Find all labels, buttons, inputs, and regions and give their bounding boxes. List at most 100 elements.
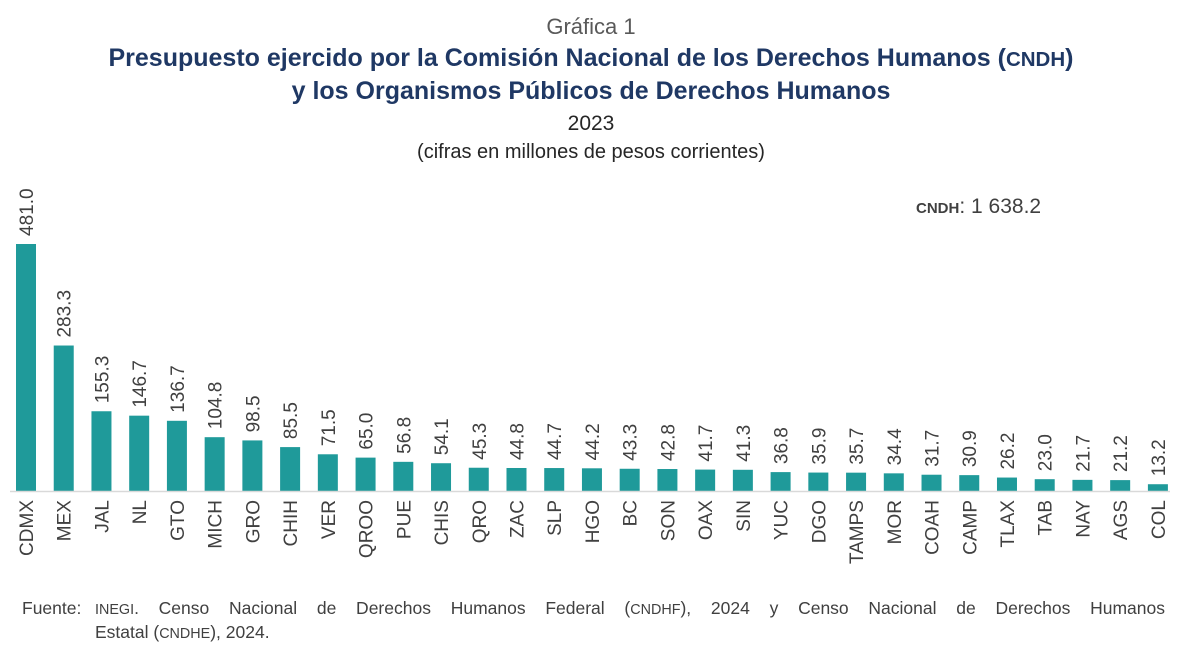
bar-col — [1147, 484, 1168, 491]
category-labels-group: CDMX MEX JAL NL GTO MICH GRO CHIH VER QROO PUE CHIS… — [17, 500, 1170, 564]
value-label: 104.8 — [206, 382, 227, 430]
value-label: 65.0 — [357, 413, 378, 450]
category-label: VER — [319, 500, 340, 539]
category-label: AGS — [1111, 500, 1132, 540]
category-label: CAMP — [960, 500, 981, 555]
category-label: NL — [130, 500, 151, 524]
value-label: 45.3 — [470, 423, 491, 460]
source-text2b: ), 2024. — [210, 622, 270, 642]
bar-chih — [280, 447, 301, 491]
category-label: QROO — [357, 500, 378, 558]
source-text1a: . Censo Nacional de Derechos Humanos Fed… — [134, 598, 631, 618]
bar-gto — [166, 420, 187, 491]
value-label: 54.1 — [432, 418, 453, 455]
value-label: 42.8 — [658, 424, 679, 461]
value-label: 13.2 — [1149, 439, 1170, 476]
bar-ver — [317, 454, 338, 491]
chart-title-line1: Presupuesto ejercido por la Comisión Nac… — [0, 44, 1182, 73]
category-label: ZAC — [507, 500, 528, 538]
bar-jal — [91, 411, 112, 491]
bar-nay — [1072, 479, 1093, 491]
category-label: BC — [621, 500, 642, 526]
value-label: 21.7 — [1073, 435, 1094, 472]
category-label: SLP — [545, 500, 566, 536]
bar-camp — [959, 475, 980, 491]
value-label: 146.7 — [130, 360, 151, 408]
bar-dgo — [808, 472, 829, 491]
category-label: MICH — [206, 500, 227, 549]
category-label: JAL — [92, 500, 113, 533]
bar-mor — [883, 473, 904, 491]
bar-yuc — [770, 472, 791, 491]
value-label: 98.5 — [243, 395, 264, 432]
bars-group — [16, 244, 1168, 491]
chart-title-line2: y los Organismos Públicos de Derechos Hu… — [291, 77, 891, 105]
bar-qroo — [355, 457, 376, 491]
bar-sin — [732, 469, 753, 491]
value-label: 36.8 — [772, 427, 793, 464]
chart-units: (cifras en millones de pesos corrientes) — [417, 141, 765, 163]
category-label: COL — [1149, 500, 1170, 539]
bar-mich — [204, 437, 225, 491]
bar-chart: 481.0 283.3 155.3 146.7 136.7 104.8 98.5 85.5 71… — [10, 188, 1170, 564]
bar-tab — [1034, 479, 1055, 491]
source-line2: Estatal (CNDHE), 2024. — [22, 621, 1165, 645]
bar-chis — [431, 463, 452, 491]
value-label: 44.8 — [507, 423, 528, 460]
bar-zac — [506, 467, 527, 491]
bar-tamps — [846, 472, 867, 491]
category-label: MEX — [55, 500, 76, 542]
bar-gro — [242, 440, 263, 491]
category-label: COAH — [923, 500, 944, 555]
category-label: PUE — [394, 500, 415, 539]
value-label: 44.2 — [583, 423, 604, 460]
value-label: 155.3 — [92, 356, 113, 404]
value-label: 23.0 — [1036, 434, 1057, 471]
value-label: 43.3 — [621, 424, 642, 461]
chart-label: Gráfica 1 — [546, 14, 636, 39]
bar-tlax — [996, 477, 1017, 491]
title-text: Presupuesto ejercido por la Comisión Nac… — [108, 44, 1006, 72]
value-labels-group: 481.0 283.3 155.3 146.7 136.7 104.8 98.5 85.5 71… — [17, 188, 1170, 476]
category-label: CHIH — [281, 500, 302, 546]
source-line1: Fuente: INEGI. Censo Nacional de Derechos… — [22, 597, 1165, 621]
value-label: 35.7 — [847, 428, 868, 465]
value-label: 41.3 — [734, 425, 755, 462]
source-text2a: Estatal ( — [95, 622, 160, 642]
bar-bc — [619, 468, 640, 491]
category-label: GRO — [243, 500, 264, 543]
category-label: NAY — [1073, 500, 1094, 538]
category-label: CDMX — [17, 500, 38, 556]
category-label: YUC — [772, 500, 793, 540]
cndh-value: 1 638.2 — [971, 195, 1042, 218]
title-abbr: CNDH — [1005, 48, 1066, 71]
value-label: 71.5 — [319, 409, 340, 446]
source-abbr1: CNDHF — [630, 602, 681, 618]
value-label: 30.9 — [960, 430, 981, 467]
value-label: 283.3 — [55, 290, 76, 338]
bar-slp — [544, 468, 565, 491]
cndh-sep: : — [959, 195, 966, 218]
cndh-key: CNDH — [916, 200, 960, 217]
value-label: 21.2 — [1111, 435, 1132, 472]
bar-cdmx — [16, 244, 36, 491]
value-label: 41.7 — [696, 425, 717, 462]
cndh-annotation: CNDH: 1 638.2 — [916, 195, 1041, 219]
bar-hgo — [581, 468, 602, 491]
value-label: 85.5 — [281, 402, 302, 439]
value-label: 136.7 — [168, 365, 189, 413]
source-text1: INEGI. Censo Nacional de Derechos Humano… — [95, 597, 1165, 621]
category-label: TAMPS — [847, 500, 868, 564]
title-text-end: ) — [1065, 44, 1074, 72]
source-text1b: ), 2024 y Censo Nacional de Derechos Hum… — [680, 598, 1166, 618]
category-label: OAX — [696, 500, 717, 540]
value-label: 26.2 — [998, 433, 1019, 470]
category-label: TLAX — [998, 500, 1019, 548]
value-label: 34.4 — [885, 428, 906, 465]
bar-oax — [695, 469, 716, 491]
bar-son — [657, 469, 678, 491]
value-label: 56.8 — [394, 417, 415, 454]
value-label: 44.7 — [545, 423, 566, 460]
value-label: 31.7 — [923, 430, 944, 467]
category-label: SON — [658, 500, 679, 541]
